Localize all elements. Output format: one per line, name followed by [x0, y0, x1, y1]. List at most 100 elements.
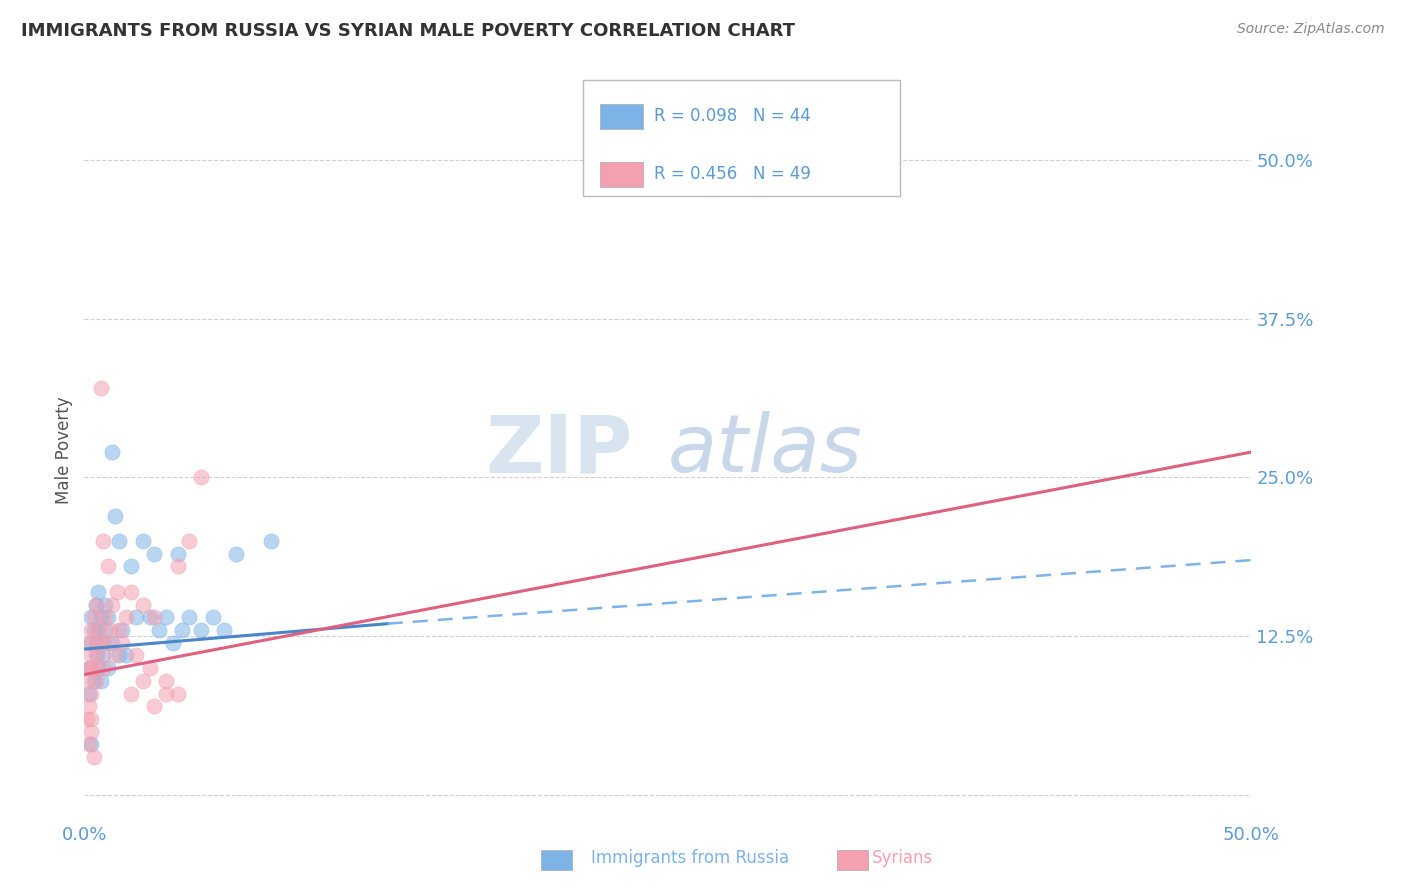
Point: [115, 648, 138, 663]
Point: [77, 661, 100, 675]
Point: [260, 534, 283, 549]
Point: [190, 623, 212, 637]
Text: ZIP: ZIP: [485, 411, 633, 490]
Text: Immigrants from Russia: Immigrants from Russia: [591, 849, 789, 867]
Point: [138, 610, 160, 624]
Point: [91, 636, 114, 650]
Point: [80, 712, 103, 726]
Point: [84, 598, 107, 612]
Point: [143, 547, 166, 561]
Y-axis label: Male Poverty: Male Poverty: [55, 397, 73, 504]
Point: [77, 636, 100, 650]
Point: [143, 699, 166, 714]
Point: [90, 610, 112, 624]
Point: [115, 610, 138, 624]
Point: [80, 661, 103, 675]
Point: [91, 648, 114, 663]
Point: [84, 648, 107, 663]
Point: [77, 699, 100, 714]
Point: [83, 673, 105, 688]
Point: [120, 585, 142, 599]
Point: [132, 598, 155, 612]
Point: [125, 648, 148, 663]
Point: [97, 559, 120, 574]
Point: [87, 623, 110, 637]
Point: [80, 623, 103, 637]
Point: [201, 610, 224, 624]
Point: [83, 623, 105, 637]
Text: atlas: atlas: [668, 411, 863, 490]
Point: [120, 687, 142, 701]
Point: [138, 661, 160, 675]
Point: [773, 153, 796, 167]
Point: [80, 724, 103, 739]
Point: [108, 648, 131, 663]
Text: Source: ZipAtlas.com: Source: ZipAtlas.com: [1237, 22, 1385, 37]
Point: [97, 661, 120, 675]
Text: Syrians: Syrians: [872, 849, 934, 867]
Point: [166, 547, 188, 561]
Point: [225, 547, 247, 561]
Point: [84, 636, 107, 650]
Text: R = 0.098   N = 44: R = 0.098 N = 44: [654, 107, 811, 125]
Point: [155, 610, 177, 624]
Point: [94, 623, 117, 637]
Point: [120, 559, 142, 574]
Point: [166, 687, 188, 701]
Point: [98, 623, 121, 637]
Point: [104, 508, 127, 523]
Point: [77, 738, 100, 752]
Point: [90, 673, 112, 688]
Point: [101, 636, 124, 650]
Point: [94, 610, 117, 624]
Point: [214, 623, 236, 637]
Point: [190, 470, 212, 484]
Point: [179, 534, 201, 549]
Point: [104, 648, 127, 663]
Point: [84, 598, 107, 612]
Point: [80, 610, 103, 624]
Point: [132, 534, 155, 549]
Point: [172, 623, 194, 637]
Point: [166, 559, 188, 574]
Point: [143, 610, 166, 624]
Point: [77, 661, 100, 675]
Point: [179, 610, 201, 624]
Point: [91, 661, 114, 675]
Point: [80, 636, 103, 650]
Point: [83, 750, 105, 764]
Point: [84, 673, 107, 688]
Point: [84, 636, 107, 650]
Point: [111, 636, 134, 650]
Point: [87, 623, 110, 637]
Point: [83, 661, 105, 675]
Point: [94, 598, 117, 612]
Point: [105, 585, 128, 599]
Point: [76, 712, 98, 726]
Point: [132, 673, 155, 688]
Point: [87, 648, 110, 663]
Point: [155, 673, 177, 688]
Point: [155, 687, 177, 701]
Point: [101, 445, 124, 459]
Point: [125, 610, 148, 624]
Point: [97, 610, 120, 624]
Point: [90, 636, 112, 650]
Point: [111, 623, 134, 637]
Point: [80, 738, 103, 752]
Point: [90, 382, 112, 396]
Point: [91, 534, 114, 549]
Text: IMMIGRANTS FROM RUSSIA VS SYRIAN MALE POVERTY CORRELATION CHART: IMMIGRANTS FROM RUSSIA VS SYRIAN MALE PO…: [21, 22, 794, 40]
Point: [80, 648, 103, 663]
Point: [83, 610, 105, 624]
Point: [148, 623, 170, 637]
Point: [108, 623, 131, 637]
Point: [87, 661, 110, 675]
Point: [77, 687, 100, 701]
Point: [97, 636, 120, 650]
Point: [162, 636, 184, 650]
Point: [108, 534, 131, 549]
Point: [101, 598, 124, 612]
Point: [76, 673, 98, 688]
Point: [80, 687, 103, 701]
